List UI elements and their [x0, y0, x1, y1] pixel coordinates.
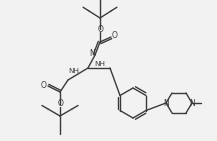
Text: O: O [98, 25, 104, 34]
Text: O: O [112, 31, 118, 40]
Text: O: O [41, 81, 47, 90]
Text: N: N [189, 99, 195, 107]
Text: O: O [58, 100, 64, 109]
Text: NH: NH [69, 68, 79, 74]
Text: NH: NH [94, 61, 105, 67]
Text: N: N [89, 49, 95, 58]
Text: N: N [163, 99, 169, 107]
